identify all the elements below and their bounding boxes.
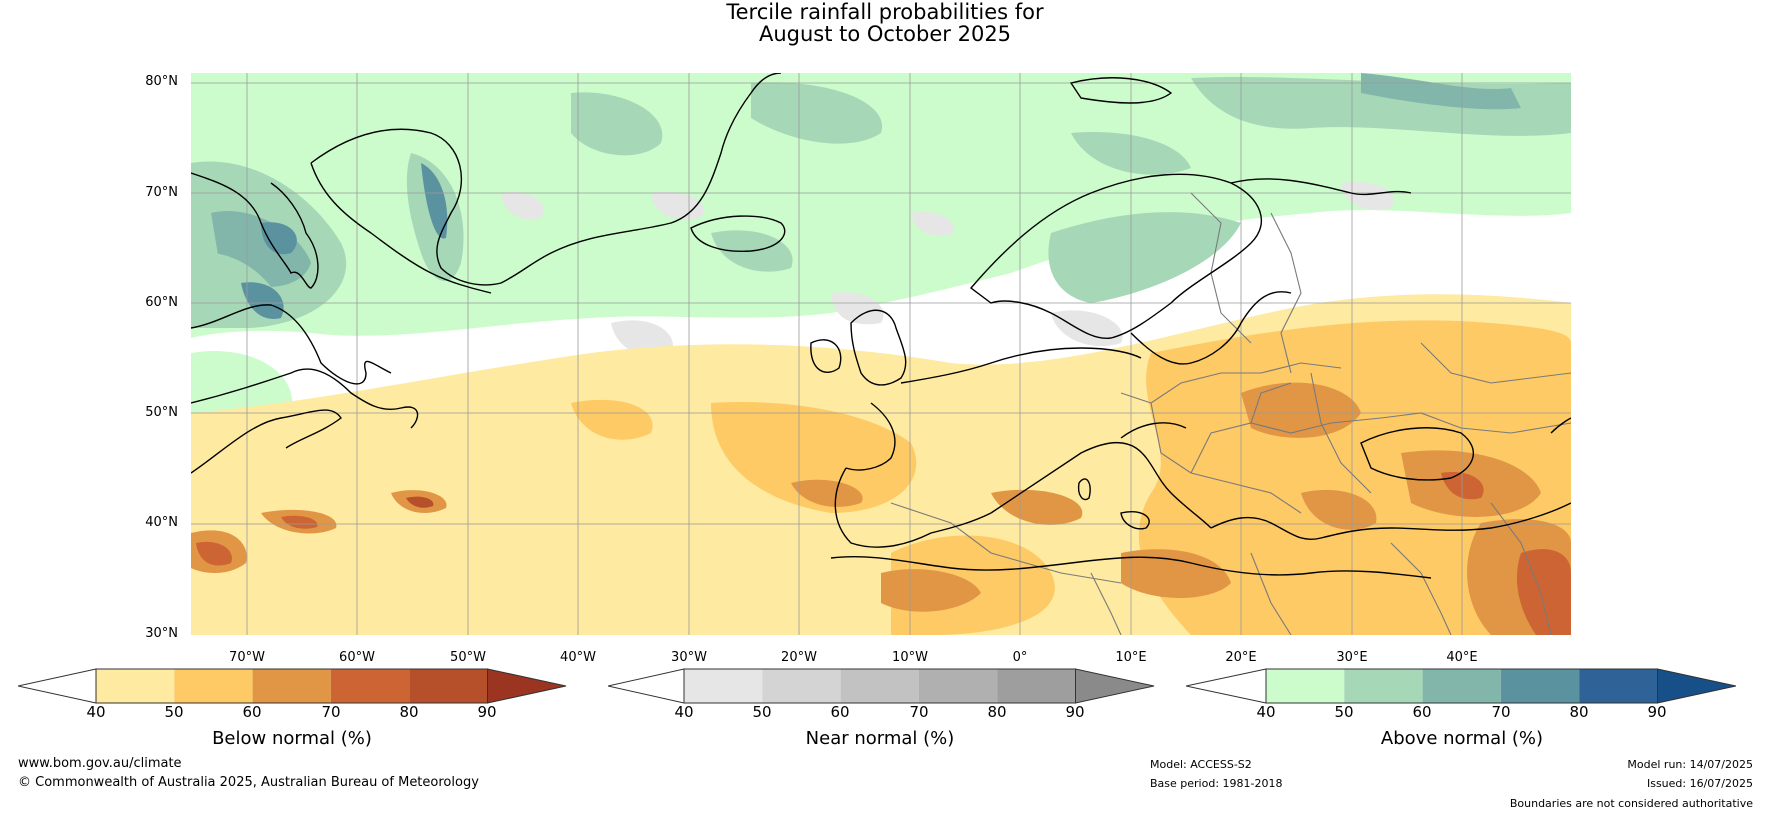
below-tick-70: 70 bbox=[321, 703, 341, 721]
lon-label-30e: 30°E bbox=[1336, 650, 1368, 665]
above-tick-70: 70 bbox=[1491, 703, 1511, 721]
lon-label-0: 0° bbox=[1012, 650, 1028, 665]
above-tick-40: 40 bbox=[1256, 703, 1276, 721]
lon-label-10e: 10°E bbox=[1115, 650, 1147, 665]
lon-label-70w: 70°W bbox=[229, 650, 265, 665]
model-name: Model: ACCESS-S2 bbox=[1150, 758, 1252, 771]
rainfall-probability-map bbox=[191, 73, 1571, 635]
lon-label-40e: 40°E bbox=[1446, 650, 1478, 665]
colorbar-below-normal bbox=[18, 668, 568, 704]
colorbar-near-svg bbox=[608, 668, 1155, 704]
below-tick-80: 80 bbox=[399, 703, 419, 721]
lat-label-70n: 70°N bbox=[145, 185, 178, 200]
lat-label-30n: 30°N bbox=[145, 626, 178, 641]
lon-label-10w: 10°W bbox=[892, 650, 928, 665]
above-tick-90: 90 bbox=[1647, 703, 1667, 721]
near-tick-60: 60 bbox=[830, 703, 850, 721]
colorbar-below-title: Below normal (%) bbox=[212, 728, 372, 749]
lon-label-50w: 50°W bbox=[450, 650, 486, 665]
copyright-text: © Commonwealth of Australia 2025, Austra… bbox=[18, 775, 479, 790]
above-tick-80: 80 bbox=[1569, 703, 1589, 721]
lon-label-40w: 40°W bbox=[560, 650, 596, 665]
near-tick-80: 80 bbox=[987, 703, 1007, 721]
lat-label-40n: 40°N bbox=[145, 515, 178, 530]
source-url: www.bom.gov.au/climate bbox=[18, 756, 182, 771]
above-tick-60: 60 bbox=[1412, 703, 1432, 721]
below-tick-90: 90 bbox=[477, 703, 497, 721]
colorbar-above-normal bbox=[1186, 668, 1736, 704]
below-tick-60: 60 bbox=[242, 703, 262, 721]
boundaries-disclaimer: Boundaries are not considered authoritat… bbox=[1509, 797, 1753, 810]
issued-date: Issued: 16/07/2025 bbox=[1646, 777, 1753, 790]
lon-label-30w: 30°W bbox=[671, 650, 707, 665]
map-title-line1: Tercile rainfall probabilities for bbox=[726, 0, 1044, 24]
colorbar-near-title: Near normal (%) bbox=[805, 728, 955, 749]
near-tick-90: 90 bbox=[1065, 703, 1085, 721]
near-tick-40: 40 bbox=[674, 703, 694, 721]
below-tick-50: 50 bbox=[164, 703, 184, 721]
near-tick-70: 70 bbox=[909, 703, 929, 721]
colorbar-near-normal bbox=[608, 668, 1158, 704]
country-borders bbox=[890, 192, 1571, 635]
near-tick-50: 50 bbox=[752, 703, 772, 721]
colorbar-below-svg bbox=[18, 668, 567, 704]
lon-label-20w: 20°W bbox=[781, 650, 817, 665]
model-run-date: Model run: 14/07/2025 bbox=[1627, 758, 1753, 771]
lat-label-50n: 50°N bbox=[145, 405, 178, 420]
lon-label-60w: 60°W bbox=[339, 650, 375, 665]
colorbar-above-svg bbox=[1186, 668, 1736, 704]
lon-label-20e: 20°E bbox=[1225, 650, 1257, 665]
lat-label-80n: 80°N bbox=[145, 74, 178, 89]
coastlines bbox=[191, 73, 1571, 579]
map-title-line2: August to October 2025 bbox=[758, 22, 1012, 46]
colorbar-above-title: Above normal (%) bbox=[1380, 728, 1544, 749]
lat-label-60n: 60°N bbox=[145, 295, 178, 310]
base-period: Base period: 1981-2018 bbox=[1150, 777, 1283, 790]
above-tick-50: 50 bbox=[1334, 703, 1354, 721]
map-svg bbox=[191, 73, 1571, 635]
below-tick-40: 40 bbox=[86, 703, 106, 721]
